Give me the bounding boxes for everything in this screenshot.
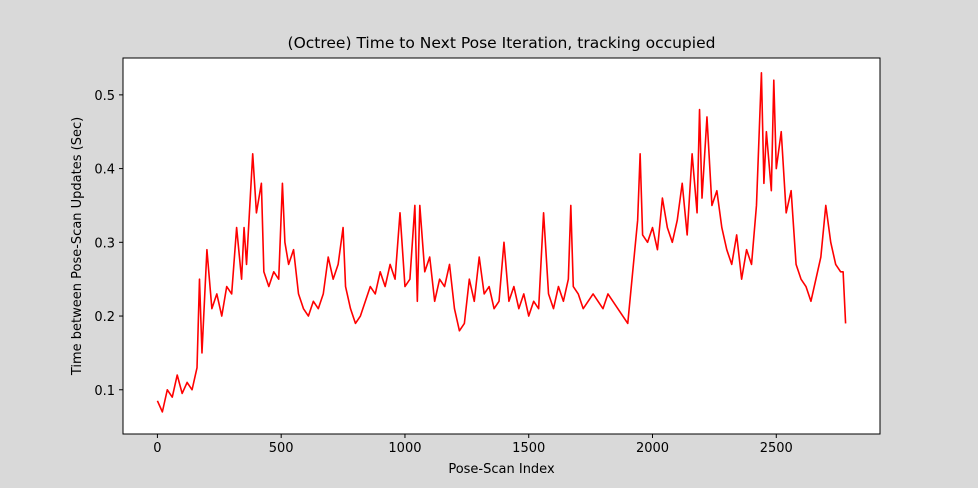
x-tick-label: 0 (153, 441, 161, 456)
data-line (156, 71, 847, 413)
y-tick-label: 0.4 (94, 163, 115, 178)
plot-area (123, 58, 880, 434)
x-tick-label: 2500 (760, 441, 793, 456)
x-axis-label: Pose-Scan Index (448, 462, 555, 477)
y-tick-label: 0.2 (94, 310, 115, 325)
x-tick-label: 1500 (512, 441, 545, 456)
y-tick-label: 0.5 (94, 89, 115, 104)
y-tick-label: 0.1 (94, 384, 115, 399)
x-tick-label: 2000 (636, 441, 669, 456)
y-axis-label: Time between Pose-Scan Updates (Sec) (70, 117, 85, 376)
y-tick-label: 0.3 (94, 236, 115, 251)
axes-frame (122, 57, 881, 435)
x-tick-label: 1000 (388, 441, 421, 456)
x-tick-label: 500 (269, 441, 294, 456)
chart-title: (Octree) Time to Next Pose Iteration, tr… (288, 34, 716, 52)
